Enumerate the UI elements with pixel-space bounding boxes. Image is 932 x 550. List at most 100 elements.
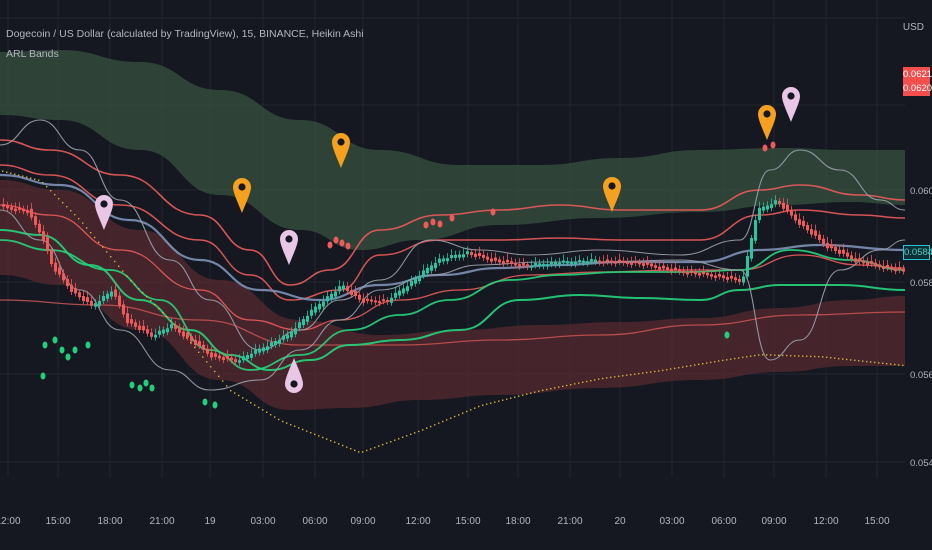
candle-body	[850, 255, 853, 260]
trail-dot	[14, 173, 16, 175]
trail-dot	[274, 416, 276, 418]
trail-dot	[230, 390, 232, 392]
trail-dot	[538, 390, 540, 392]
trail-dot	[602, 377, 604, 380]
marker-pin-pink-2[interactable]	[280, 230, 298, 265]
candle-body	[406, 286, 409, 292]
candle-body	[266, 346, 269, 351]
trail-dot	[898, 364, 900, 366]
trail-dot	[222, 380, 224, 382]
candle-body	[526, 264, 529, 267]
marker-pin-orange-3[interactable]	[603, 177, 621, 212]
candle-body	[794, 214, 797, 221]
candle-body	[250, 353, 253, 358]
candle-body	[610, 260, 613, 263]
candle-body	[310, 309, 313, 316]
signal-dot-red	[333, 236, 339, 244]
candle-body	[154, 334, 157, 338]
candle-body	[374, 300, 377, 303]
candle-body	[134, 322, 137, 327]
signal-dot-red	[449, 214, 455, 222]
candle-body	[798, 219, 801, 225]
trail-dot	[746, 356, 748, 358]
candle-body	[710, 274, 713, 277]
trail-dot	[742, 356, 744, 359]
trail-dot	[206, 361, 208, 363]
signal-dot-green	[143, 379, 149, 387]
candle-body	[422, 270, 425, 276]
x-tick-label: 12:00	[0, 516, 21, 527]
candle-body	[254, 349, 257, 354]
trail-dot	[42, 182, 44, 184]
candle-body	[890, 266, 893, 270]
candle-body	[570, 261, 573, 264]
trail-dot	[618, 375, 620, 377]
x-tick-label: 06:00	[302, 516, 327, 527]
trail-dot	[814, 355, 816, 358]
candle-body	[550, 261, 553, 265]
candle-body	[482, 254, 485, 258]
candle-body	[242, 356, 245, 361]
candle-body	[582, 260, 585, 263]
trail-dot	[314, 433, 316, 435]
marker-pin-pink-1[interactable]	[95, 195, 113, 230]
trail-dot	[186, 337, 188, 339]
trail-dot	[434, 424, 436, 426]
candle-body	[306, 315, 309, 322]
signal-dot-red	[770, 141, 776, 149]
candle-body	[534, 263, 537, 266]
candle-body	[430, 265, 433, 271]
trail-dot	[626, 374, 628, 376]
candle-body	[378, 301, 381, 304]
candle-body	[802, 220, 805, 227]
candle-body	[746, 255, 749, 277]
trail-dot	[362, 451, 364, 453]
candle-body	[270, 342, 273, 347]
candle-body	[874, 262, 877, 266]
trail-dot	[578, 382, 580, 384]
trail-dot	[882, 362, 884, 364]
trail-dot	[94, 236, 96, 239]
trail-dot	[862, 360, 864, 362]
marker-pin-orange-1[interactable]	[233, 178, 251, 213]
trail-dot	[130, 280, 132, 282]
candle-body	[74, 287, 77, 294]
trail-dot	[446, 419, 448, 421]
candle-body	[370, 299, 373, 302]
trail-dot	[722, 359, 724, 362]
candle-body	[822, 238, 825, 245]
candle-body	[350, 289, 353, 295]
trail-dot	[702, 363, 704, 365]
trail-dot	[414, 432, 416, 434]
candle-body	[286, 334, 289, 339]
candle-body	[90, 300, 93, 306]
candle-body	[846, 252, 849, 257]
candle-body	[786, 204, 789, 211]
trail-dot	[506, 398, 508, 400]
x-tick-label: 03:00	[659, 516, 684, 527]
price-tag-last: 0.0584	[903, 245, 932, 260]
marker-pin-pink-4[interactable]	[285, 358, 303, 393]
candle-body	[830, 244, 833, 249]
red-line-2	[0, 164, 906, 301]
indicator-label[interactable]: ARL Bands	[6, 48, 59, 60]
trail-dot	[750, 355, 752, 357]
trail-dot	[62, 202, 64, 204]
trail-dot	[522, 394, 524, 396]
candle-body	[354, 290, 357, 296]
candle-body	[42, 231, 45, 242]
candle-body	[458, 254, 461, 258]
marker-pin-pink-3[interactable]	[782, 87, 800, 122]
candle-body	[490, 258, 493, 262]
marker-pin-orange-4[interactable]	[758, 105, 776, 140]
marker-pin-orange-2[interactable]	[332, 133, 350, 168]
trail-dot	[478, 405, 480, 408]
trail-dot	[730, 358, 732, 360]
candle-body	[118, 295, 121, 306]
candle-body	[174, 325, 177, 329]
trail-dot	[266, 411, 268, 413]
trail-dot	[458, 414, 460, 416]
trail-dot	[198, 351, 200, 353]
